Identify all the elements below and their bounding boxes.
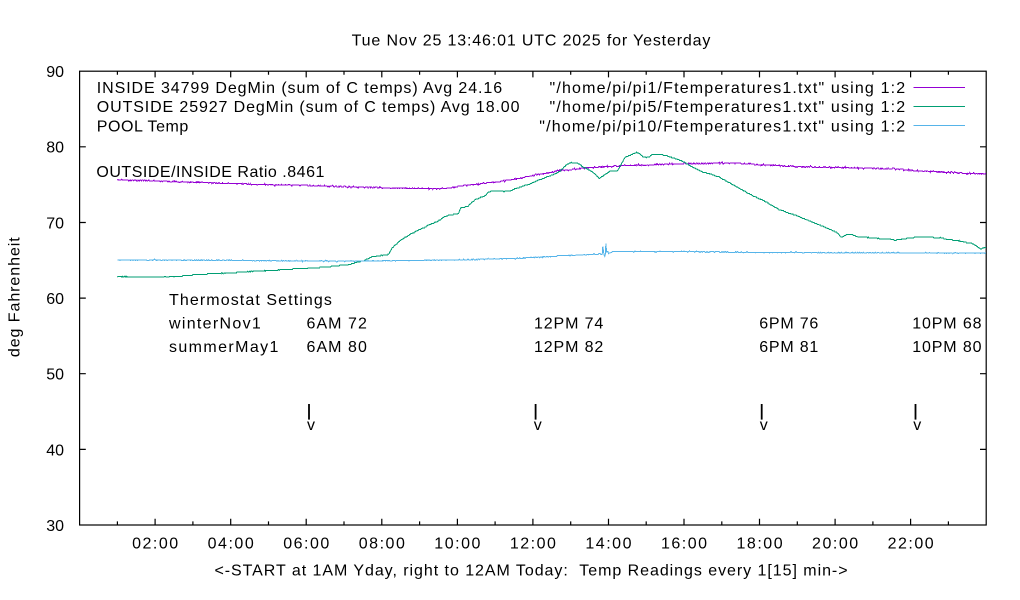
svg-text:v: v bbox=[913, 417, 921, 434]
svg-text:Tue Nov 25 13:46:01 UTC 2025 f: Tue Nov 25 13:46:01 UTC 2025 for Yesterd… bbox=[352, 33, 711, 50]
svg-text:14:00: 14:00 bbox=[585, 536, 631, 553]
svg-text:POOL Temp: POOL Temp bbox=[97, 118, 189, 135]
svg-text:12PM 74: 12PM 74 bbox=[534, 315, 603, 332]
svg-text:6AM 72: 6AM 72 bbox=[307, 315, 367, 332]
svg-text:50: 50 bbox=[46, 367, 64, 384]
svg-text:"/home/pi/pi5/Ftemperatures1.t: "/home/pi/pi5/Ftemperatures1.txt" using … bbox=[550, 99, 906, 116]
svg-text:80: 80 bbox=[46, 140, 64, 157]
svg-text:60: 60 bbox=[46, 291, 64, 308]
svg-text:v: v bbox=[760, 417, 768, 434]
svg-text:"/home/pi/pi10/Ftemperatures1.: "/home/pi/pi10/Ftemperatures1.txt" using… bbox=[539, 118, 905, 135]
svg-text:v: v bbox=[307, 417, 315, 434]
svg-text:<-START at 1AM Yday, right to: <-START at 1AM Yday, right to 12AM Today… bbox=[214, 562, 847, 579]
svg-text:22:00: 22:00 bbox=[888, 536, 934, 553]
svg-text:70: 70 bbox=[46, 215, 64, 232]
svg-text:10PM 68: 10PM 68 bbox=[912, 315, 981, 332]
svg-text:12:00: 12:00 bbox=[510, 536, 556, 553]
svg-text:deg Fahrenheit: deg Fahrenheit bbox=[7, 237, 24, 357]
svg-text:OUTSIDE/INSIDE Ratio .8461: OUTSIDE/INSIDE Ratio .8461 bbox=[96, 164, 324, 181]
svg-text:30: 30 bbox=[46, 518, 64, 535]
svg-text:10:00: 10:00 bbox=[434, 536, 480, 553]
svg-text:winterNov1: winterNov1 bbox=[168, 315, 261, 332]
svg-text:10PM 80: 10PM 80 bbox=[912, 339, 981, 356]
svg-text:6AM 80: 6AM 80 bbox=[307, 339, 367, 356]
svg-text:04:00: 04:00 bbox=[208, 536, 254, 553]
svg-text:v: v bbox=[534, 417, 542, 434]
svg-text:Thermostat Settings: Thermostat Settings bbox=[169, 292, 332, 309]
svg-text:summerMay1: summerMay1 bbox=[169, 339, 278, 356]
svg-text:6PM 76: 6PM 76 bbox=[759, 315, 818, 332]
svg-text:08:00: 08:00 bbox=[359, 536, 405, 553]
svg-text:OUTSIDE 25927 DegMin (sum of C: OUTSIDE 25927 DegMin (sum of C temps) Av… bbox=[97, 99, 520, 116]
svg-text:6PM 81: 6PM 81 bbox=[759, 339, 818, 356]
svg-text:18:00: 18:00 bbox=[737, 536, 783, 553]
svg-text:INSIDE 34799 DegMin (sum of C: INSIDE 34799 DegMin (sum of C temps) Avg… bbox=[97, 80, 502, 97]
svg-text:06:00: 06:00 bbox=[283, 536, 329, 553]
svg-text:02:00: 02:00 bbox=[132, 536, 178, 553]
svg-text:"/home/pi/pi1/Ftemperatures1.t: "/home/pi/pi1/Ftemperatures1.txt" using … bbox=[550, 80, 906, 97]
svg-text:90: 90 bbox=[46, 64, 64, 81]
svg-text:20:00: 20:00 bbox=[812, 536, 858, 553]
svg-text:16:00: 16:00 bbox=[661, 536, 707, 553]
svg-text:40: 40 bbox=[46, 442, 64, 459]
svg-text:12PM 82: 12PM 82 bbox=[534, 339, 603, 356]
